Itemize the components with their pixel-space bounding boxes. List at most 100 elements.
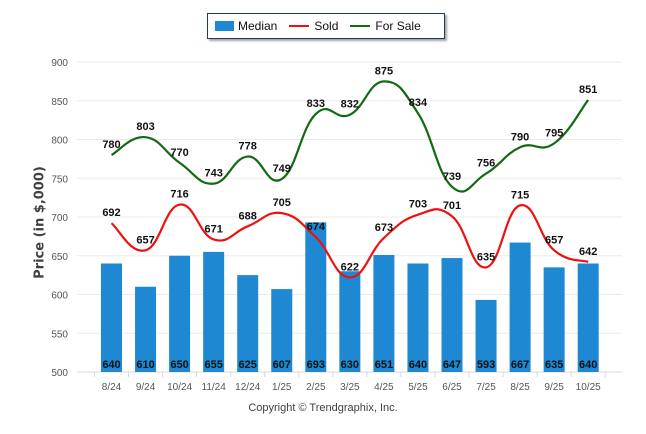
bar-median [441,258,463,372]
bar-value-label: 635 [545,359,563,371]
point-label-for-sale: 795 [545,127,563,139]
point-label-for-sale: 875 [375,65,393,77]
point-label-for-sale: 851 [579,84,597,96]
median-bar-labels: 640 610 650 655 625 607 693 630 651 640 647 593 667 6… [102,359,597,371]
point-label-sold: 703 [409,199,427,211]
copyright-text: Copyright © Trendgraphix, Inc. [248,402,398,414]
x-axis: 8/24 9/24 10/24 11/24 12/24 1/25 2/25 3/25 4/25 5… [93,372,606,393]
bar-median [373,254,395,372]
x-tick-label: 9/24 [136,382,156,393]
x-tick-label: 3/25 [340,382,360,393]
point-label-for-sale: 749 [273,163,291,175]
median-bars [101,222,599,372]
bar-median [475,299,497,372]
bar-value-label: 610 [136,359,154,371]
point-label-for-sale: 790 [511,131,529,143]
x-tick-label: 4/25 [374,382,394,393]
bar-value-label: 593 [477,359,495,371]
bar-value-label: 647 [443,359,461,371]
bar-value-label: 651 [375,359,393,371]
bar-median [169,255,191,372]
legend-item-median[interactable]: Median [215,19,277,33]
legend-swatch-sold [289,25,310,27]
x-tick-label: 8/25 [510,382,530,393]
y-tick-label: 900 [51,58,68,69]
y-axis-ticks: 500 550 600 650 700 750 800 850 900 [51,58,68,379]
bar-median [407,263,429,372]
series-lines [110,80,590,279]
point-label-sold: 673 [375,222,393,234]
point-label-sold: 705 [273,197,291,209]
point-label-sold: 642 [579,246,597,258]
bar-median [509,242,531,372]
legend-label-for-sale: For Sale [375,19,421,33]
y-tick-label: 850 [51,97,68,108]
point-label-for-sale: 780 [102,139,120,151]
bar-value-label: 650 [170,359,188,371]
y-tick-label: 500 [51,368,68,379]
bar-value-label: 640 [409,359,427,371]
bar-median [543,267,565,372]
point-label-for-sale: 739 [443,171,461,183]
point-label-for-sale: 834 [409,97,428,109]
bar-median [577,263,599,372]
x-tick-label: 10/25 [576,382,601,393]
x-tick-label: 5/25 [408,382,428,393]
bar-value-label: 655 [204,359,222,371]
y-tick-label: 700 [51,213,68,224]
x-tick-label: 6/25 [442,382,462,393]
point-label-sold: 715 [511,189,529,201]
x-tick-label: 2/25 [306,382,326,393]
x-tick-label: 9/25 [544,382,564,393]
point-label-for-sale: 770 [170,147,188,159]
legend-label-sold: Sold [314,19,339,33]
x-tick-label: 12/24 [235,382,260,393]
bar-median [339,271,361,372]
bar-value-label: 640 [579,359,597,371]
bar-median [271,289,293,372]
bar-value-label: 607 [273,359,291,371]
y-tick-label: 650 [51,252,68,263]
point-label-sold: 657 [136,234,154,246]
bar-median [305,222,327,372]
point-label-sold: 701 [443,200,461,212]
bar-value-label: 640 [102,359,120,371]
x-tick-label: 11/24 [202,382,227,393]
point-label-for-sale: 833 [307,98,325,110]
point-label-sold: 622 [341,261,359,273]
point-label-for-sale: 743 [204,168,222,180]
y-axis-label: Price (in $,000) [32,166,48,279]
point-label-sold: 671 [204,223,222,235]
point-label-sold: 635 [477,251,495,263]
point-label-sold: 692 [102,207,120,219]
legend-swatch-median [215,21,234,31]
legend: Median Sold For Sale [207,13,445,39]
y-tick-label: 750 [51,174,68,185]
bar-value-label: 625 [239,359,257,371]
point-label-sold: 688 [239,210,257,222]
bar-median [203,251,225,372]
bar-median [101,263,122,372]
point-label-for-sale: 756 [477,158,495,170]
point-label-for-sale: 832 [341,99,359,111]
y-tick-label: 550 [51,329,68,340]
x-tick-label: 10/24 [167,382,192,393]
bar-median [237,275,259,372]
legend-item-sold[interactable]: Sold [289,19,338,33]
legend-item-for-sale[interactable]: For Sale [350,19,421,33]
bar-value-label: 667 [511,359,529,371]
line-sold [110,203,589,279]
y-tick-label: 600 [51,291,68,302]
point-label-for-sale: 778 [239,141,257,153]
point-label-sold: 716 [170,189,188,201]
legend-swatch-for-sale [350,25,371,27]
bar-value-label: 693 [307,359,325,371]
bar-value-label: 630 [341,359,359,371]
line-for-sale [110,80,590,193]
legend-label-median: Median [238,19,278,33]
point-label-sold: 674 [307,221,326,233]
line-labels: 692 657 716 671 688 705 674 622 673 703 701 635 715 6… [102,65,597,273]
x-tick-label: 8/24 [102,382,122,393]
y-tick-label: 800 [51,136,68,147]
